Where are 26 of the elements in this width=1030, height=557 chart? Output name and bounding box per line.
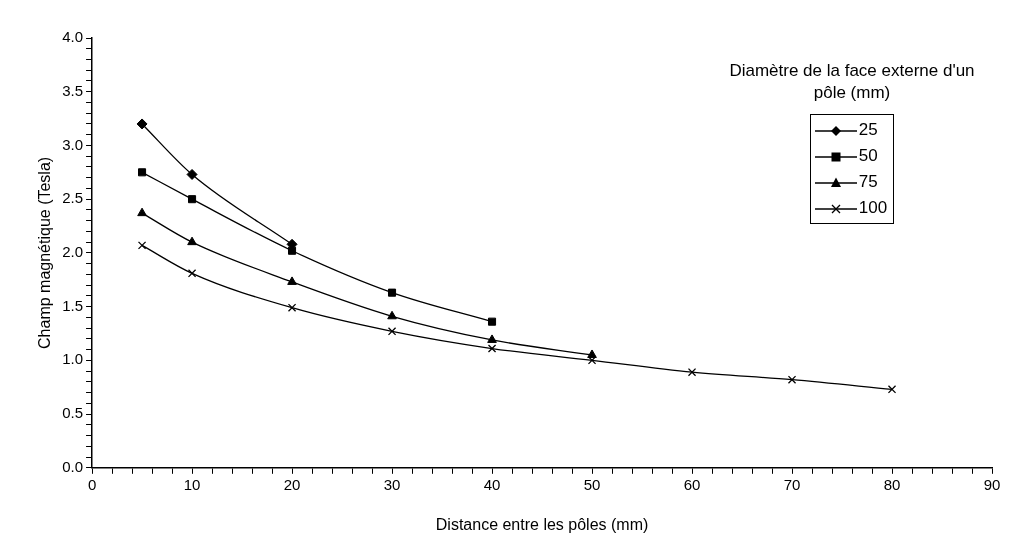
x-tick-label: 90 [983, 475, 1001, 493]
x-tick-label: 70 [783, 475, 801, 493]
y-tick-label: 1.5 [62, 296, 84, 314]
x-tick-label: 50 [583, 475, 601, 493]
y-tick-label: 3.0 [62, 135, 84, 153]
y-tick-label: 2.0 [62, 243, 84, 261]
x-tick-label: 10 [183, 475, 201, 493]
x-tick-label: 0 [87, 475, 97, 493]
legend-label: 75 [858, 172, 878, 191]
y-axis-title: Champ magnétique (Tesla) [36, 156, 54, 349]
x-tick-label: 40 [483, 475, 501, 493]
y-tick-label: 3.5 [62, 81, 84, 99]
legend-label: 25 [858, 120, 878, 139]
y-tick-label: 0.0 [62, 457, 84, 475]
x-tick-label: 80 [883, 475, 901, 493]
x-tick-label: 60 [683, 475, 701, 493]
x-tick-label: 20 [283, 475, 301, 493]
y-tick-label: 4.0 [62, 28, 84, 46]
legend-label: 50 [858, 146, 878, 165]
x-axis-title: Distance entre les pôles (mm) [435, 515, 649, 533]
y-tick-label: 2.5 [62, 189, 84, 207]
legend-title: Diamètre de la face externe d'un pôle (mm) [728, 60, 976, 104]
x-tick-label: 30 [383, 475, 401, 493]
legend-label: 100 [858, 198, 888, 217]
y-tick-label: 1.0 [62, 350, 84, 368]
y-tick-label: 0.5 [62, 404, 84, 422]
